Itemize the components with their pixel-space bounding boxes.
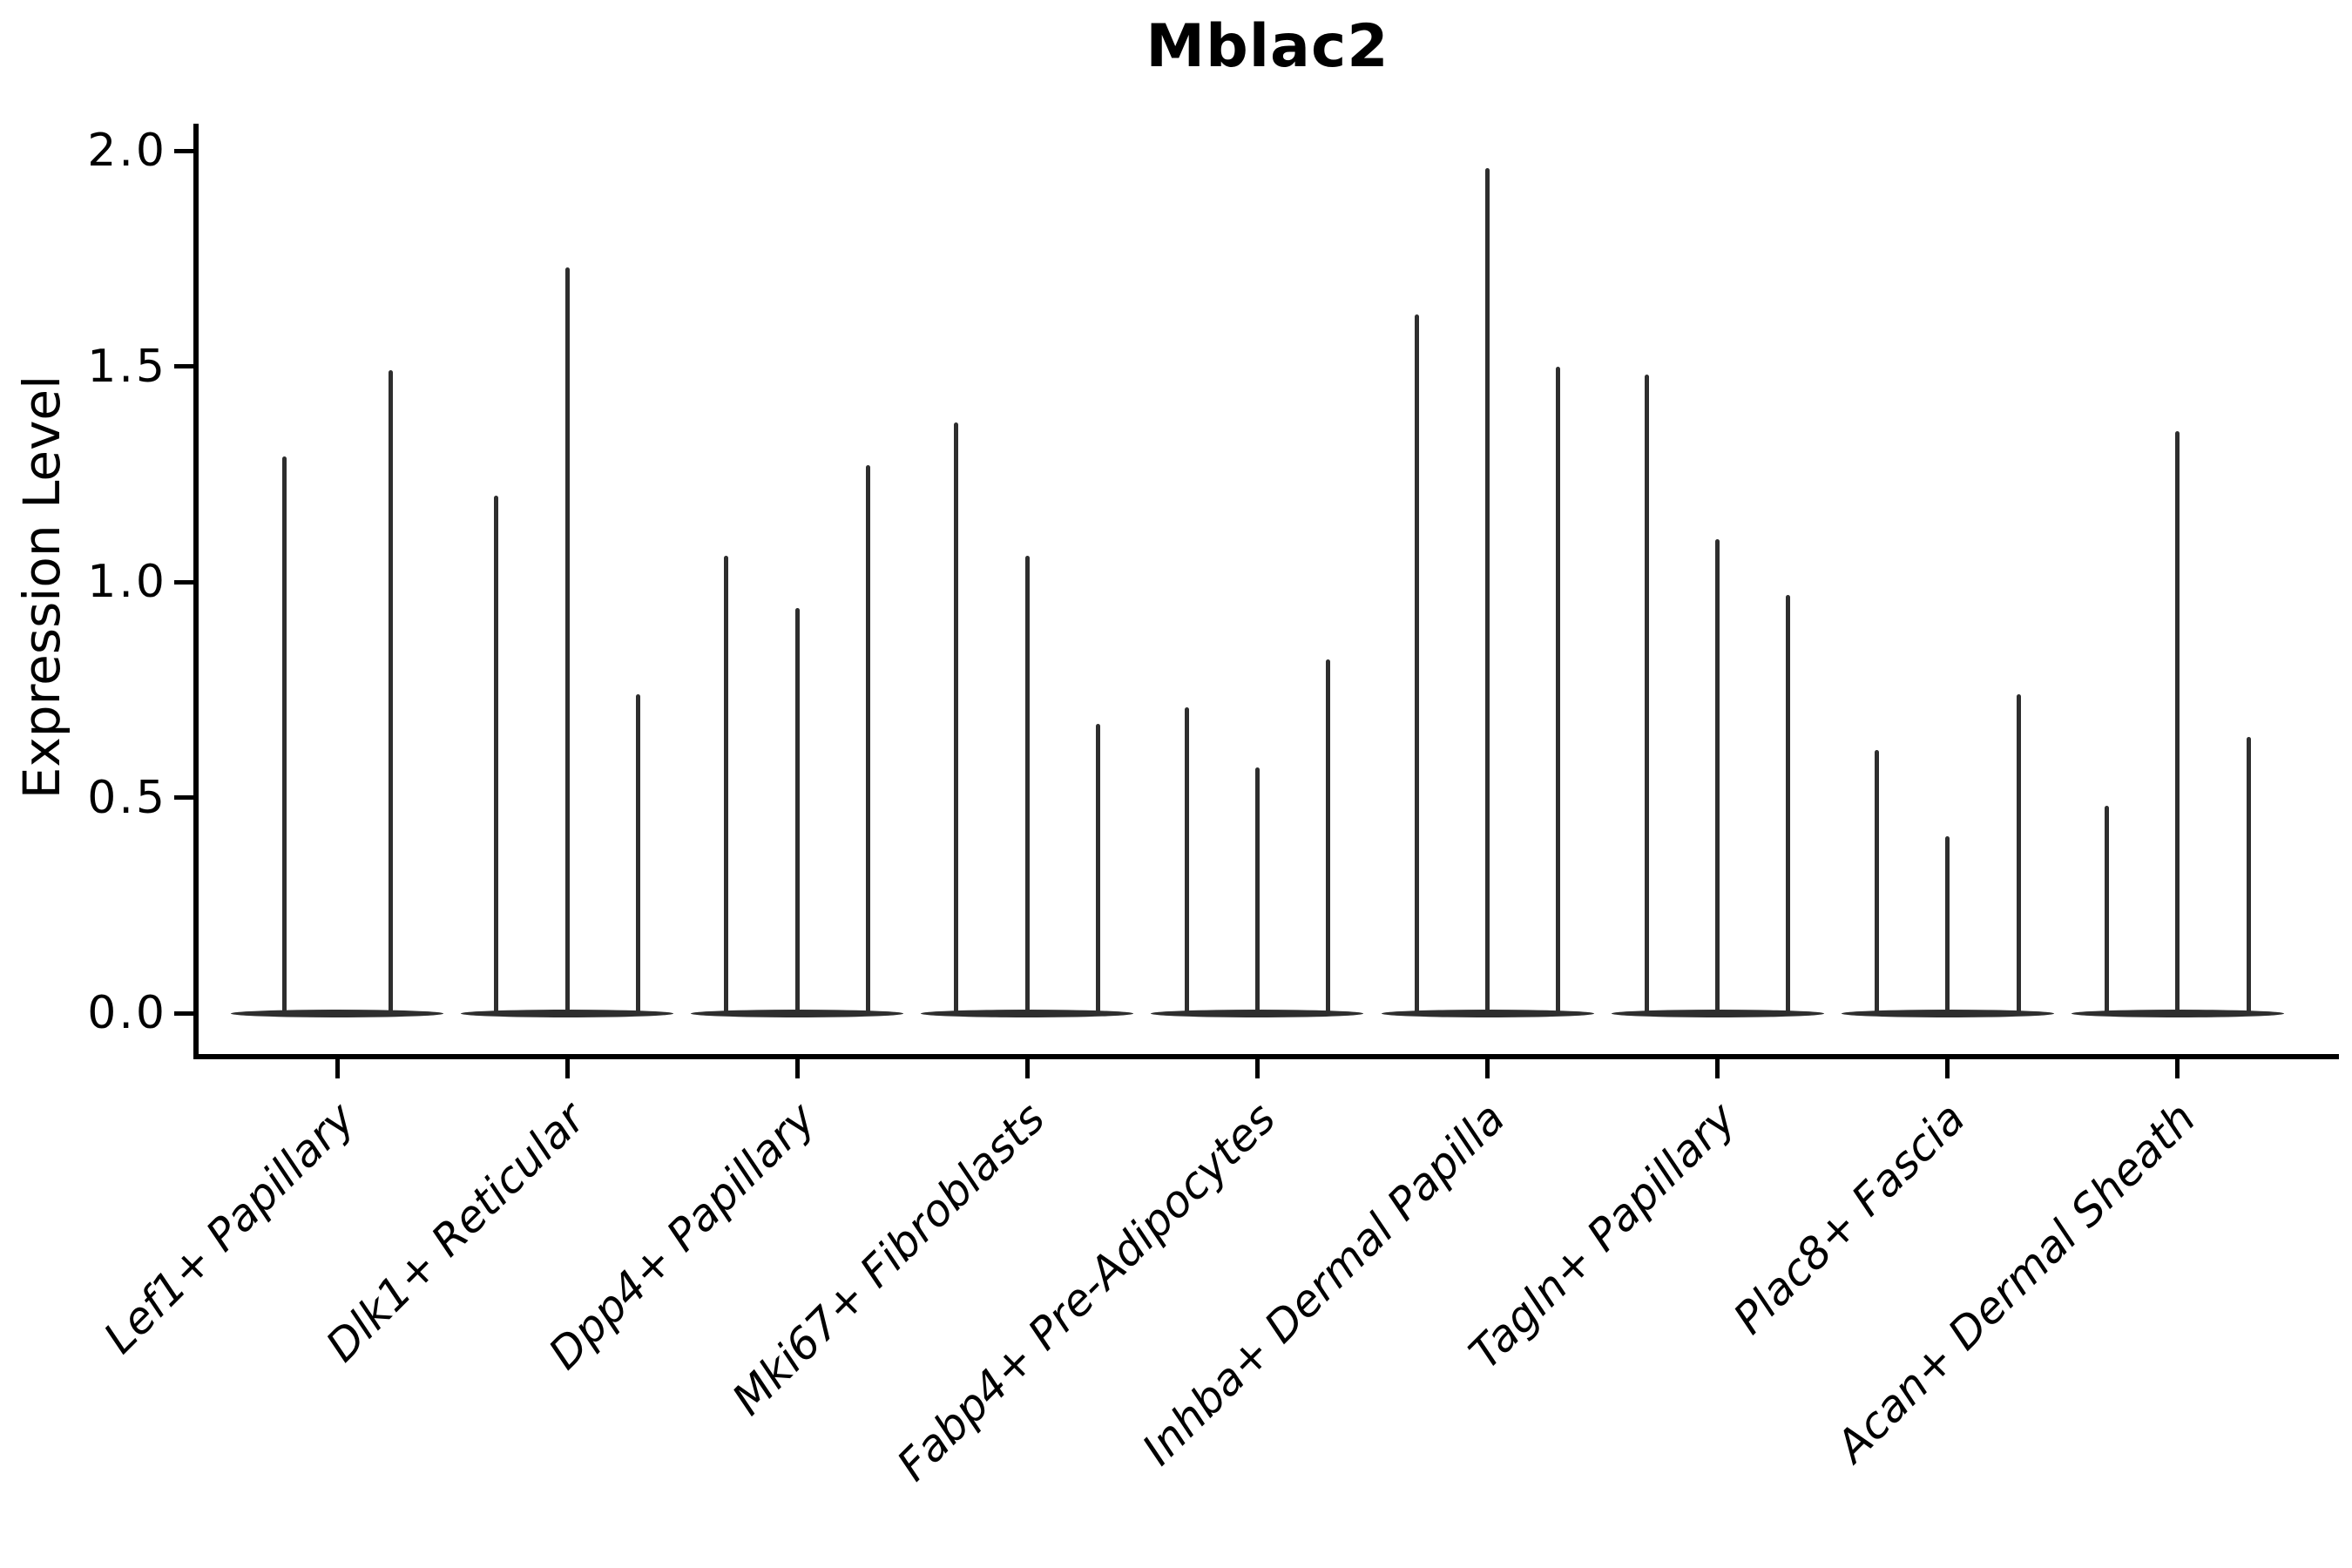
violin-spike (1184, 706, 1189, 1013)
violin-spike (1644, 375, 1649, 1013)
x-tick-label-category: Fabp4+ Pre-Adipocytes (887, 1092, 1286, 1491)
violin-base (1151, 1009, 1364, 1017)
violin-spike (724, 556, 729, 1013)
x-tick-label-category: Plac8+ Fascia (1724, 1092, 1976, 1344)
x-tick-mark (1024, 1059, 1030, 1078)
y-axis-spine (193, 124, 199, 1059)
violin-spike (954, 422, 959, 1013)
violin-spike (2175, 430, 2180, 1013)
violin-spike (564, 267, 570, 1013)
x-tick-mark (794, 1059, 800, 1078)
violin-spike (494, 496, 499, 1013)
y-tick-mark (174, 795, 193, 800)
violin-spike (1945, 836, 1950, 1013)
violin-spike (1096, 724, 1101, 1013)
violin-spike (1326, 659, 1331, 1013)
violin-spike (1874, 750, 1879, 1013)
violin-spike (281, 456, 287, 1013)
y-tick-label: 0.0 (87, 987, 167, 1039)
x-tick-mark (1254, 1059, 1260, 1078)
violin-spike (1254, 767, 1260, 1013)
x-tick-mark (2175, 1059, 2180, 1078)
violin-spike (2016, 693, 2021, 1013)
x-tick-label-category: Lef1+ Papillary (94, 1092, 365, 1363)
x-tick-mark (564, 1059, 570, 1078)
violin-spike (1786, 594, 1791, 1013)
violin-base (1381, 1009, 1594, 1017)
violin-spike (1414, 314, 1419, 1013)
violin-spike (866, 465, 871, 1013)
x-tick-mark (335, 1059, 340, 1078)
violin-base (2071, 1009, 2284, 1017)
y-tick-label: 1.5 (87, 340, 167, 393)
y-tick-mark (174, 579, 193, 585)
violin-spike (388, 370, 393, 1013)
violin-base (1611, 1009, 1824, 1017)
y-tick-mark (174, 364, 193, 368)
violin-spike (635, 693, 640, 1013)
y-tick-mark (174, 1010, 193, 1016)
violin-spike (2104, 806, 2109, 1013)
y-tick-mark (174, 148, 193, 153)
x-tick-mark (1485, 1059, 1490, 1078)
violin-spike (794, 607, 800, 1013)
x-axis-spine (193, 1054, 2339, 1059)
violin-spike (1024, 556, 1030, 1013)
violin-base (231, 1009, 443, 1017)
x-tick-mark (1715, 1059, 1720, 1078)
chart-title: Mblac2 (1146, 12, 1389, 81)
y-tick-label: 2.0 (87, 125, 167, 177)
violin-base (461, 1009, 674, 1017)
x-tick-mark (1945, 1059, 1950, 1078)
violin-base (691, 1009, 904, 1017)
y-tick-label: 1.0 (87, 556, 167, 608)
y-tick-label: 0.5 (87, 771, 167, 824)
violin-spike (2246, 737, 2251, 1013)
violin-spike (1715, 538, 1720, 1013)
violin-base (1841, 1009, 2054, 1017)
violin-base (921, 1009, 1134, 1017)
violin-spike (1485, 167, 1490, 1013)
violin-spike (1556, 366, 1561, 1013)
